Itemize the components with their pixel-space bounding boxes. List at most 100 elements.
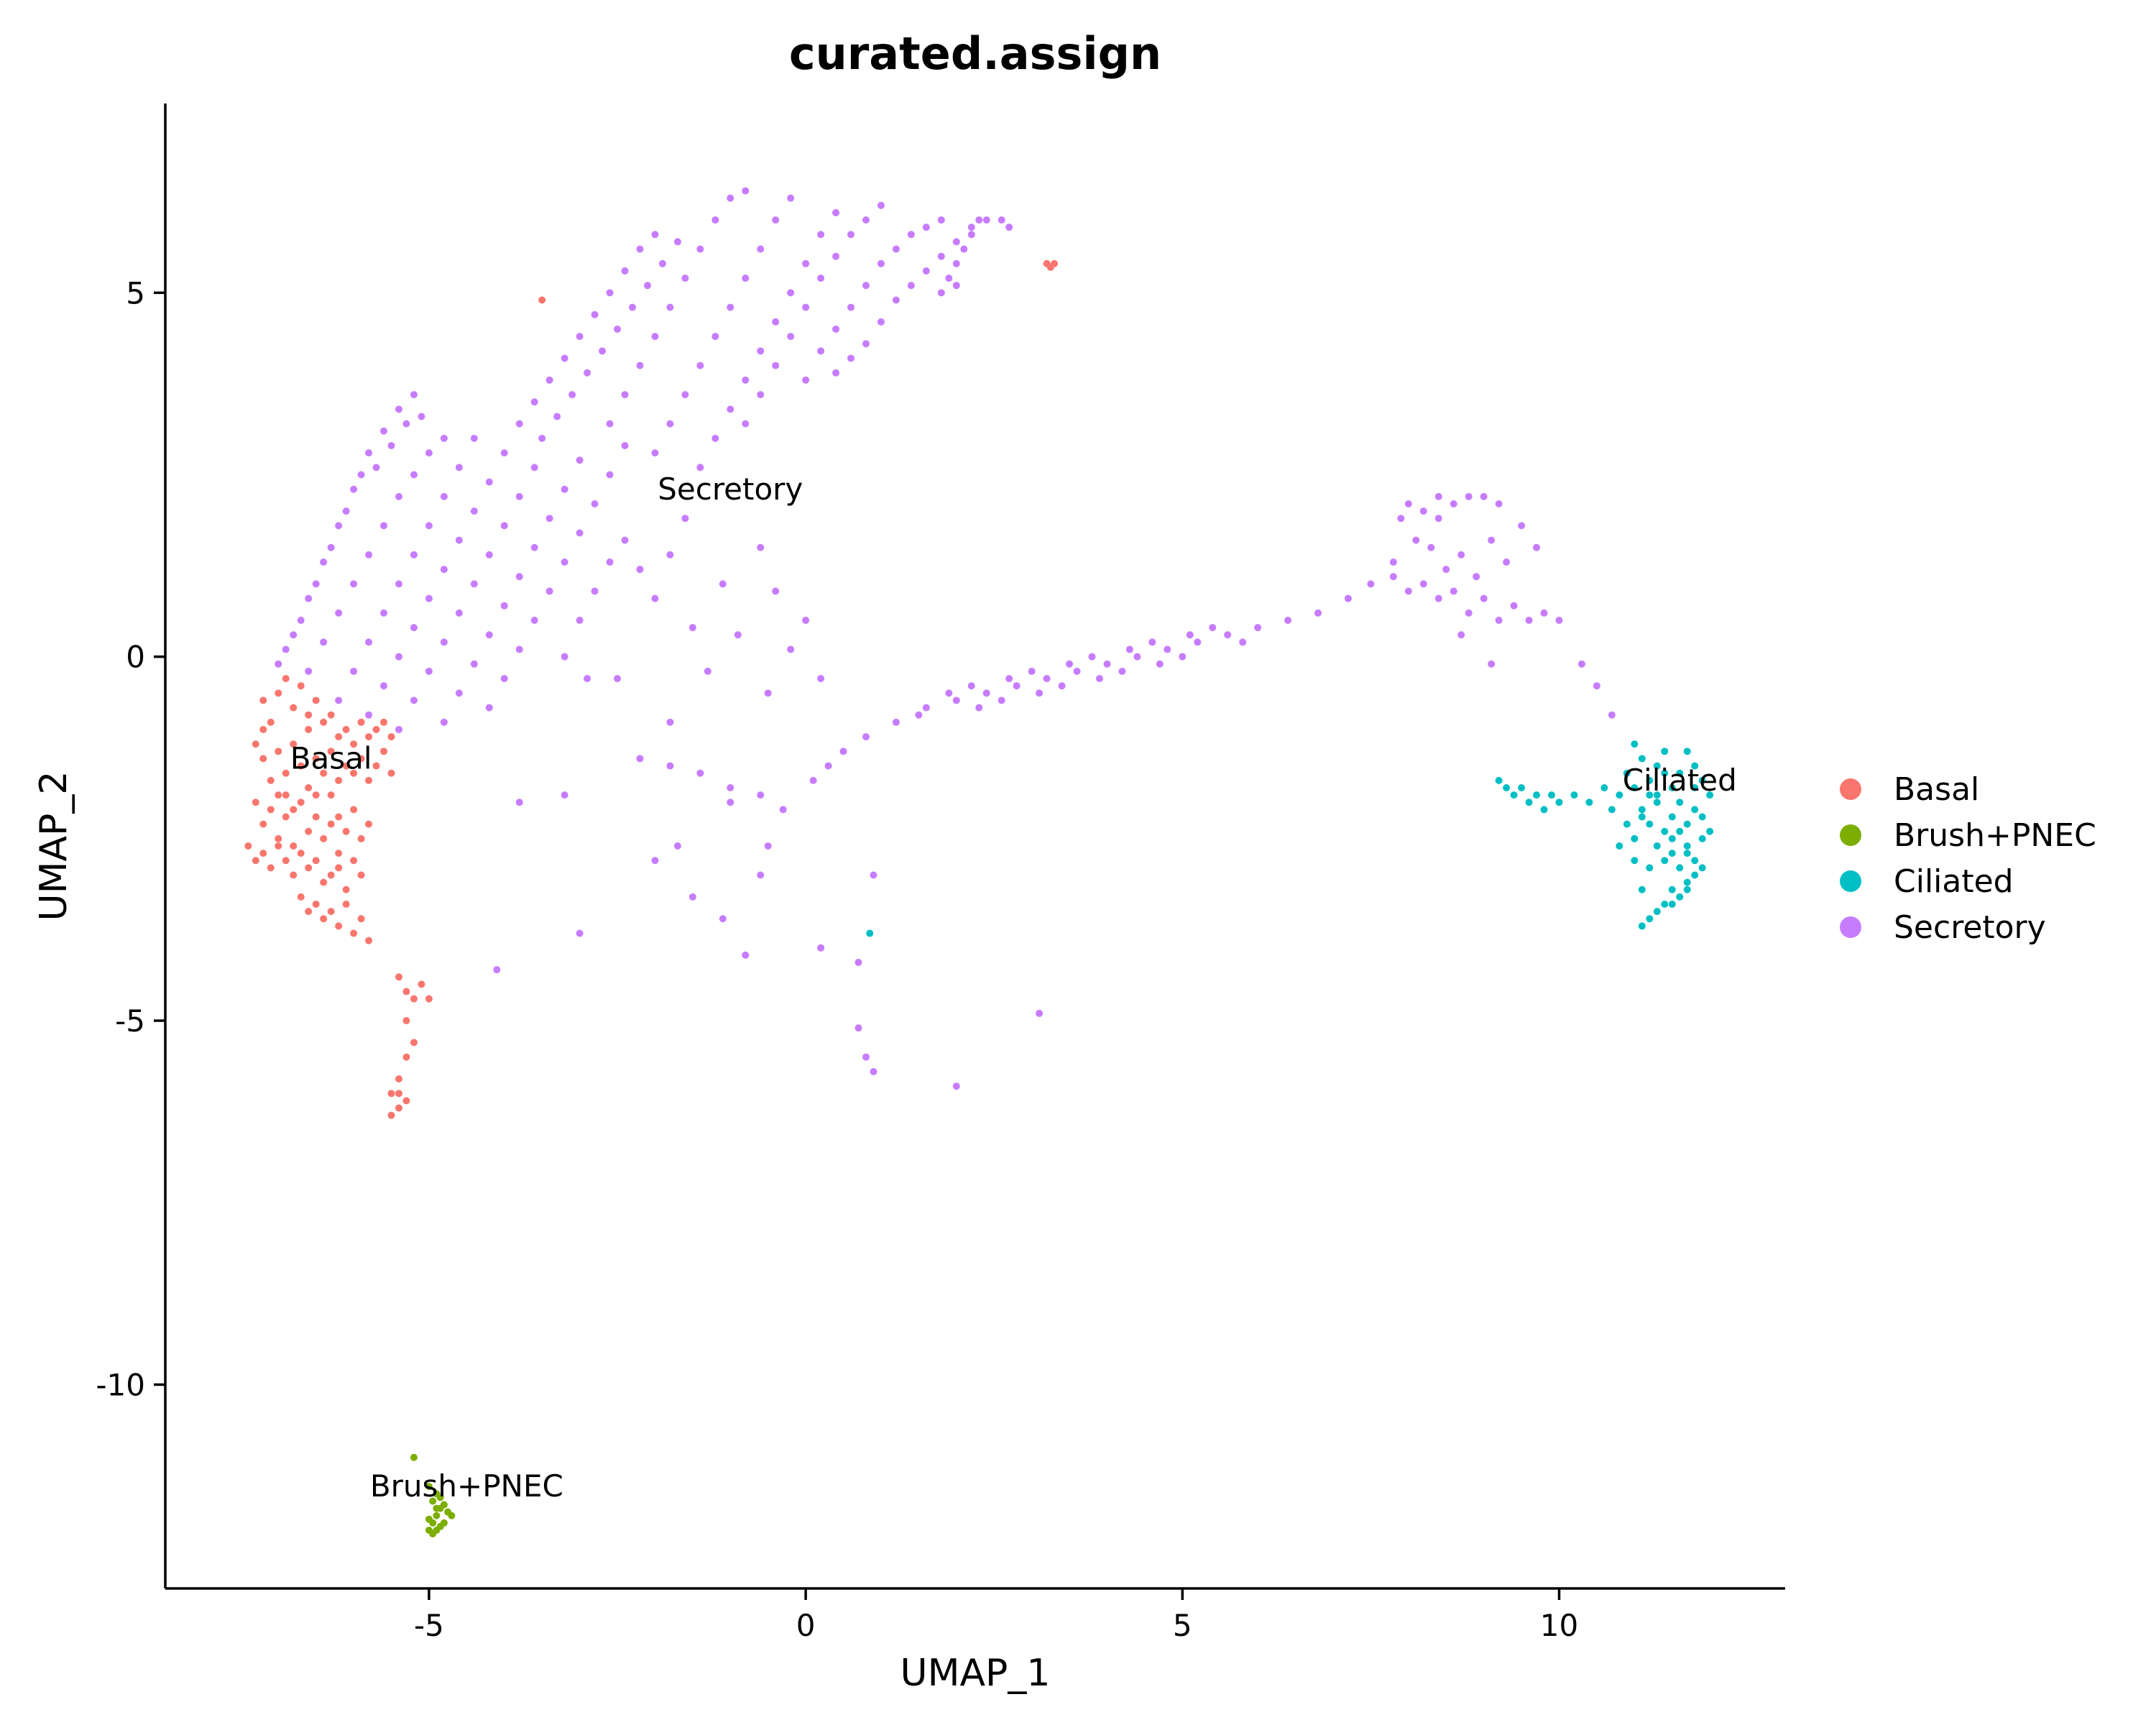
point-secretory [666,303,674,311]
point-ciliated [1525,799,1533,806]
point-secretory [1450,500,1457,508]
point-secretory [350,580,358,588]
point-secretory [862,216,870,224]
point-secretory [832,325,840,333]
point-ciliated [1698,864,1706,872]
point-secretory [1088,653,1096,661]
point-secretory [636,362,644,369]
point-basal [395,1075,402,1083]
point-secretory [1434,515,1442,523]
point-ciliated [1585,799,1593,806]
point-ciliated [1683,886,1691,893]
point-secretory [772,362,780,369]
point-ciliated [1616,791,1623,799]
point-secretory [937,252,945,260]
point-basal [275,689,282,697]
point-brush-pnec [410,1453,418,1461]
point-secretory [870,1067,877,1075]
point-secretory [1036,689,1044,697]
point-basal [290,806,298,814]
point-secretory [742,376,750,384]
point-secretory [952,696,960,704]
point-secretory [696,362,704,369]
point-secretory [719,915,727,923]
point-secretory [1186,631,1194,639]
point-secretory [1533,543,1541,551]
point-secretory [892,245,900,253]
point-secretory [787,194,795,202]
point-secretory [1043,675,1051,683]
legend-label: Secretory [1894,909,2046,946]
point-basal [372,725,380,733]
point-ciliated [1676,799,1684,806]
point-secretory [1133,653,1141,661]
point-basal [275,834,282,842]
point-ciliated [1638,813,1646,821]
point-secretory [470,580,478,588]
point-basal [342,886,350,893]
point-secretory [584,369,591,377]
point-secretory [945,689,953,697]
point-secretory [561,485,568,493]
point-secretory [1224,631,1232,639]
point-secretory [854,959,862,967]
point-secretory [862,340,870,348]
point-secretory [485,631,493,639]
y-tick-label: -5 [115,1003,145,1039]
x-tick-label: -5 [414,1608,444,1643]
point-secretory [395,580,402,588]
point-ciliated [1668,834,1676,842]
point-secretory [877,318,885,326]
point-secretory [425,449,433,457]
point-secretory [530,398,538,406]
point-secretory [757,871,765,879]
point-ciliated [1706,791,1714,799]
point-secretory [275,660,282,668]
point-basal [305,908,313,916]
point-ciliated [1676,769,1684,777]
point-secretory [1209,624,1217,632]
point-secretory [305,667,313,675]
point-secretory [862,733,870,741]
legend-key [1840,824,1861,846]
point-secretory [1344,594,1352,602]
point-secretory [915,711,923,719]
point-secretory [440,434,448,442]
point-basal [365,776,373,784]
point-secretory [952,282,960,290]
point-secretory [727,799,734,806]
point-secretory [742,187,750,195]
point-ciliated [1661,857,1669,865]
point-basal [259,820,267,828]
point-ciliated [1623,820,1631,828]
point-basal [290,704,298,712]
point-ciliated [1646,820,1654,828]
point-basal [282,769,290,777]
point-brush-pnec [429,1497,437,1505]
point-basal [387,1090,395,1098]
point-secretory [802,303,810,311]
point-secretory [350,667,358,675]
point-secretory [440,718,448,726]
point-ciliated [1518,783,1526,791]
point-basal [282,857,290,865]
point-secretory [764,842,772,850]
point-secretory [621,441,629,449]
point-ciliated [1631,740,1639,748]
point-secretory [967,682,975,690]
point-secretory [576,333,584,341]
point-ciliated [1676,893,1684,901]
point-ciliated [1548,791,1556,799]
point-secretory [952,238,960,246]
point-basal [305,725,313,733]
point-secretory [802,259,810,267]
point-basal [357,871,365,879]
point-secretory [832,252,840,260]
point-secretory [515,573,523,581]
point-secretory [1488,536,1496,544]
point-secretory [982,689,990,697]
point-secretory [847,354,855,362]
point-ciliated [1691,871,1699,879]
point-secretory [817,675,825,683]
point-secretory [681,515,689,523]
